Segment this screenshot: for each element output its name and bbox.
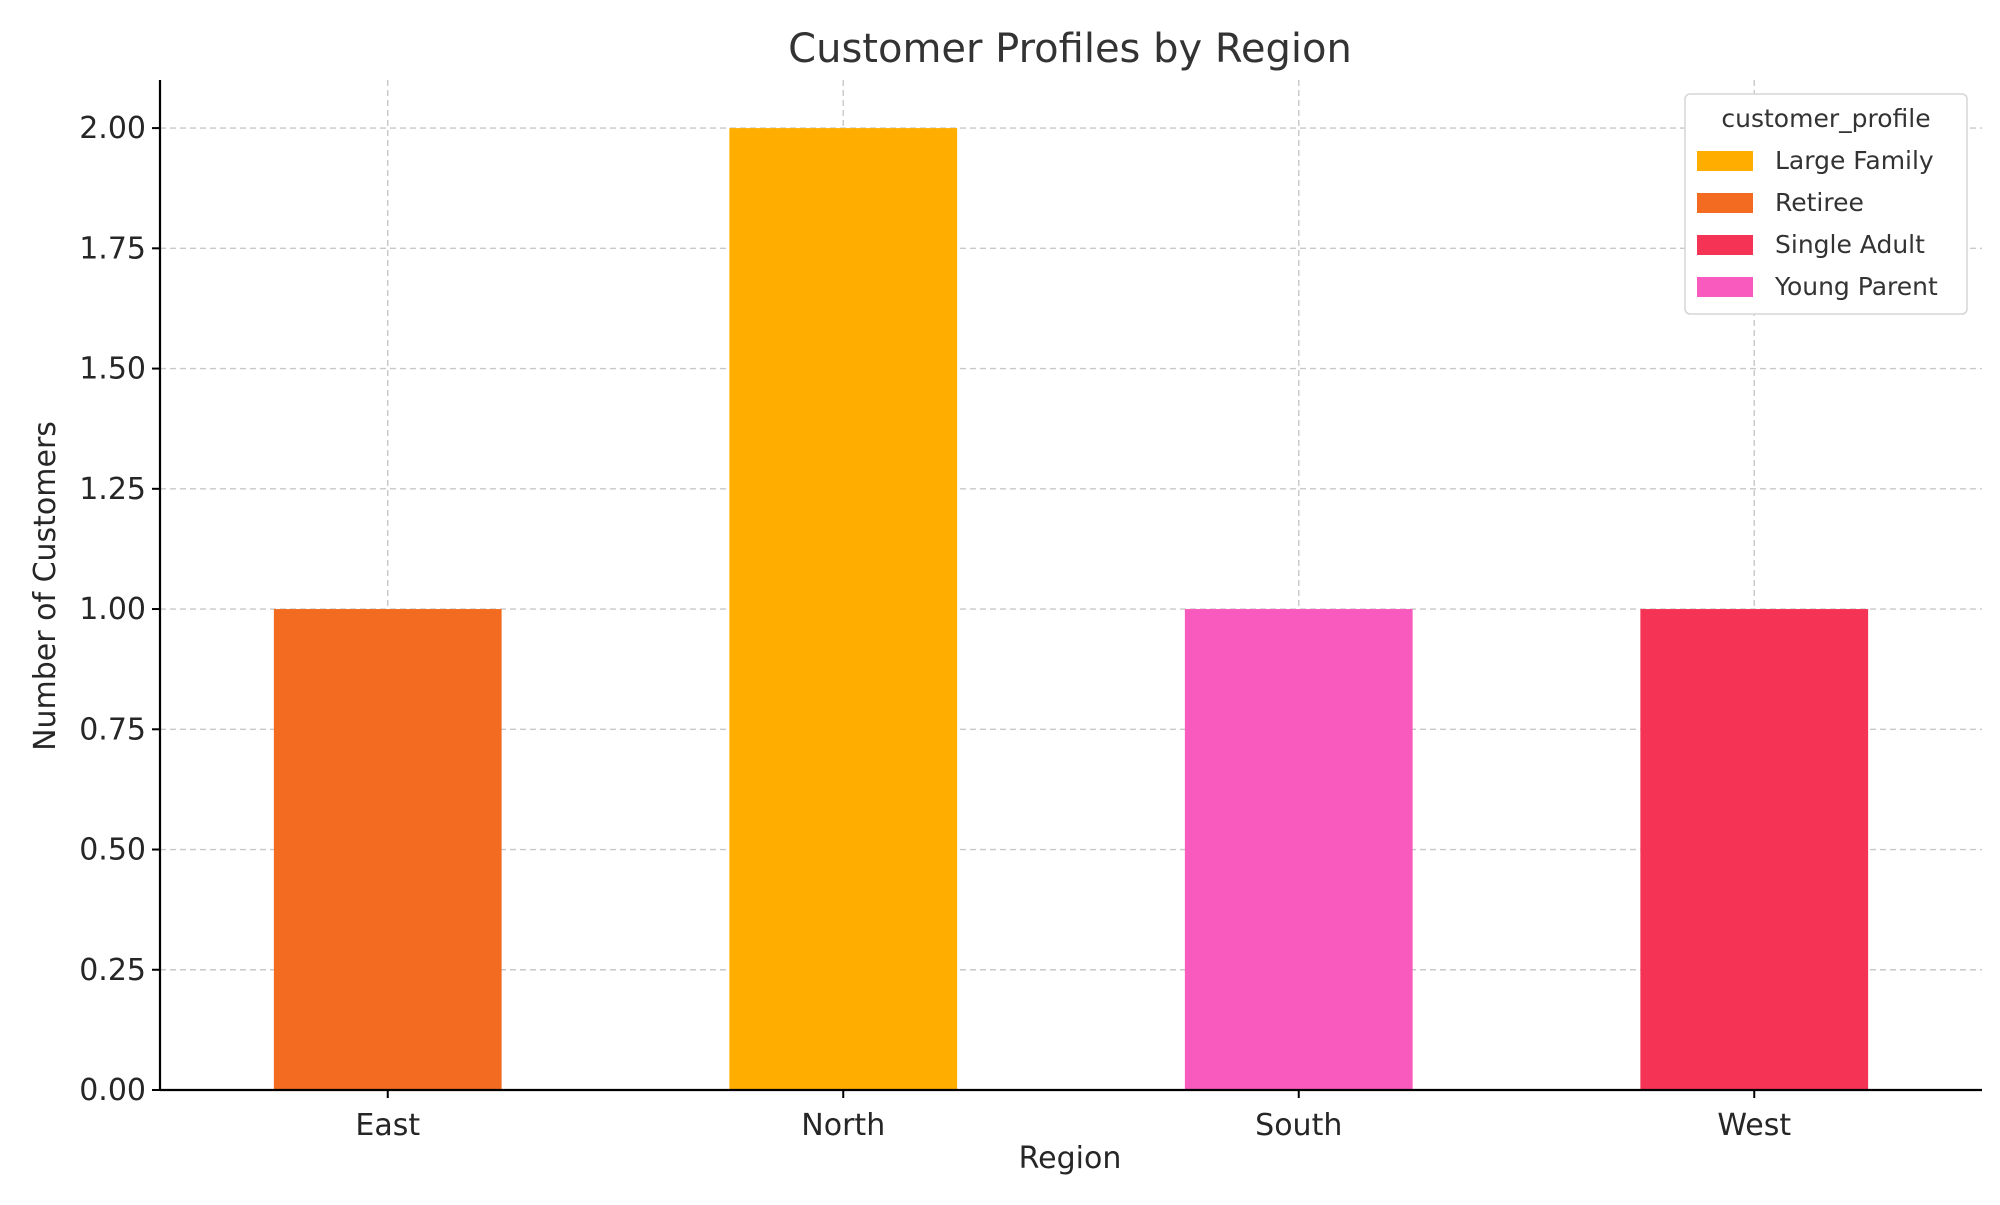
legend-title: customer_profile: [1721, 104, 1930, 133]
axes: 0.00 0.25 0.50 0.75 1.00 1.25 1.50 1.75 2.00 East…: [79, 80, 1982, 1143]
legend: customer_profile Large Family Retiree Sing…: [1684, 93, 1968, 315]
legend-label: Single Adult: [1775, 230, 1925, 259]
y-tick-label: 1.50: [79, 352, 146, 387]
bar-south-young-parent: [1184, 609, 1413, 1090]
x-tick-label: South: [1255, 1108, 1342, 1143]
legend-swatch: [1697, 193, 1753, 213]
legend-frame: [1684, 93, 1968, 315]
legend-swatch: [1697, 151, 1753, 171]
y-tick-label: 0.00: [79, 1073, 146, 1108]
y-tick-label: 1.00: [79, 592, 146, 627]
y-axis-label: Number of Customers: [28, 421, 63, 751]
chart-title: Customer Profiles by Region: [788, 26, 1352, 72]
legend-swatch: [1697, 277, 1753, 297]
y-tick-label: 0.50: [79, 833, 146, 868]
legend-label: Large Family: [1775, 146, 1934, 175]
x-tick-label: North: [801, 1108, 885, 1143]
bar-north-large-family: [729, 128, 958, 1091]
bars: [273, 128, 1869, 1091]
y-tick-label: 2.00: [79, 111, 146, 146]
y-tick-label: 0.75: [79, 712, 146, 747]
x-tick-label: West: [1717, 1108, 1791, 1143]
x-tick-label: East: [355, 1108, 420, 1143]
legend-label: Retiree: [1775, 188, 1864, 217]
y-tick-label: 1.75: [79, 231, 146, 266]
bar-east-retiree: [273, 609, 502, 1090]
legend-swatch: [1697, 235, 1753, 255]
legend-items: Large Family Retiree Single Adult Young Par…: [1697, 146, 1938, 301]
bar-west-single-adult: [1640, 609, 1869, 1090]
y-tick-label: 0.25: [79, 953, 146, 988]
legend-label: Young Parent: [1774, 272, 1938, 301]
x-axis-label: Region: [1019, 1141, 1122, 1176]
y-tick-label: 1.25: [79, 472, 146, 507]
